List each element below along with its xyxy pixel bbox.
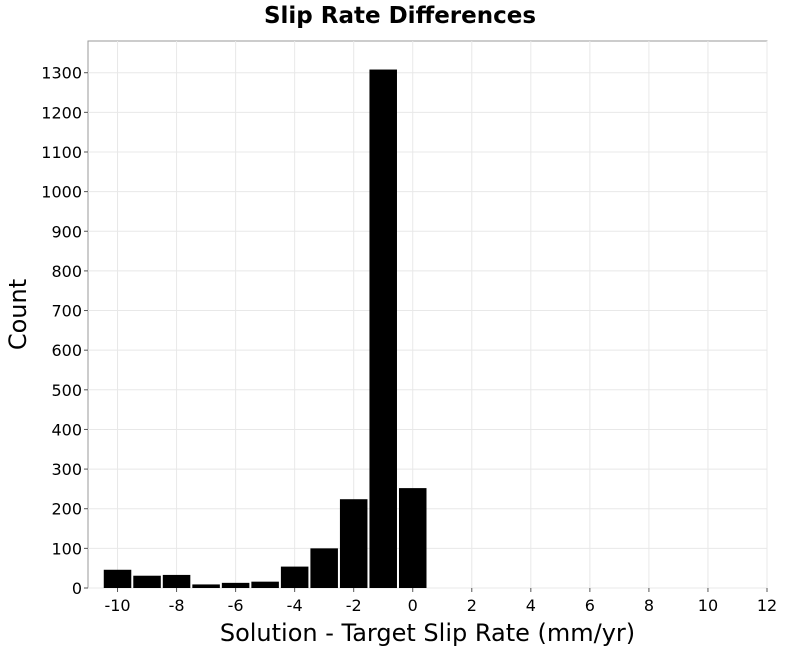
histogram-bar <box>310 548 338 588</box>
y-tick-label: 0 <box>72 579 82 598</box>
x-tick-label: 6 <box>585 596 595 615</box>
y-tick-label: 300 <box>51 460 82 479</box>
histogram-bar <box>133 575 161 588</box>
histogram-bar <box>369 69 397 589</box>
y-tick-label: 800 <box>51 262 82 281</box>
histogram-bar <box>398 488 427 588</box>
x-tick-label: 4 <box>526 596 536 615</box>
y-tick-label: 100 <box>51 539 82 558</box>
y-tick-label: 1200 <box>41 103 82 122</box>
y-tick-label: 1300 <box>41 64 82 83</box>
y-tick-label: 200 <box>51 500 82 519</box>
bars <box>103 69 427 589</box>
x-tick-label: 10 <box>698 596 718 615</box>
y-tick-label: 900 <box>51 222 82 241</box>
y-tick-label: 500 <box>51 381 82 400</box>
histogram-bar <box>192 584 220 588</box>
histogram-bar <box>162 574 191 588</box>
histogram-bar <box>103 569 132 588</box>
histogram-bar <box>339 499 368 588</box>
x-axis-label: Solution - Target Slip Rate (mm/yr) <box>220 619 635 647</box>
x-tick-label: 2 <box>467 596 477 615</box>
y-tick-label: 700 <box>51 302 82 321</box>
x-tick-label: -6 <box>228 596 244 615</box>
plot-area <box>87 40 768 589</box>
histogram-bar <box>251 581 279 588</box>
chart-title: Slip Rate Differences <box>264 3 536 29</box>
y-tick-label: 400 <box>51 420 82 439</box>
y-axis: 0 100 200 300 400 500 600 700 800 900 1000 1100 1200… <box>41 64 88 598</box>
x-tick-label: 0 <box>408 596 418 615</box>
grid-lines <box>88 41 768 589</box>
y-tick-label: 1100 <box>41 143 82 162</box>
histogram-bar <box>280 566 309 588</box>
x-tick-label: -4 <box>287 596 303 615</box>
x-tick-label: 8 <box>644 596 654 615</box>
y-tick-label: 600 <box>51 341 82 360</box>
x-tick-label: -10 <box>104 596 130 615</box>
x-tick-label: -2 <box>346 596 362 615</box>
y-tick-label: 1000 <box>41 183 82 202</box>
histogram-bar <box>221 582 250 588</box>
y-axis-label: Count <box>4 279 32 350</box>
x-tick-label: 12 <box>757 596 777 615</box>
x-tick-label: -8 <box>169 596 185 615</box>
x-axis: -10 -8 -6 -4 -2 0 2 4 6 8 10 12 <box>104 588 777 615</box>
